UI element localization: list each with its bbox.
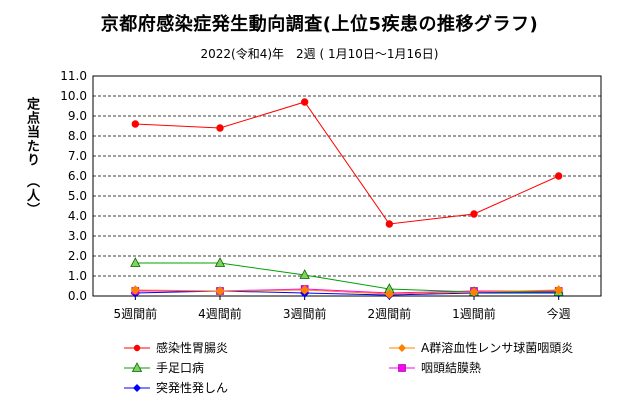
y-tick-label: 9.0 <box>68 109 87 123</box>
data-point <box>469 287 479 297</box>
data-point <box>130 257 141 267</box>
chart-subtitle: 2022(令和4)年 2週 ( 1月10日～1月16日) <box>200 47 439 61</box>
data-point <box>384 289 395 299</box>
series-line <box>135 262 559 293</box>
legend-label: 手足口病 <box>156 361 205 375</box>
legend-label: 咽頭結膜熱 <box>421 361 482 375</box>
data-point <box>385 220 394 228</box>
series-line <box>135 101 559 225</box>
x-tick-label: 5週間前 <box>114 306 158 321</box>
x-tick-label: 2週間前 <box>368 306 412 321</box>
data-point <box>300 98 309 106</box>
data-point <box>215 286 225 296</box>
y-tick-label: 2.0 <box>68 249 87 263</box>
data-point <box>299 285 310 295</box>
legend-label: A群溶血性レンサ球菌咽頭炎 <box>421 341 574 355</box>
series-line <box>135 289 559 295</box>
y-tick-label: 10.0 <box>60 89 87 103</box>
y-tick-label: 5.0 <box>68 189 87 203</box>
legend-swatch <box>389 344 415 352</box>
x-tick-label: 今週 <box>547 306 571 321</box>
y-axis-label: 定点当たり （人） <box>24 97 39 217</box>
legend-label: 突発性発しん <box>156 381 229 395</box>
x-tick-label: 1週間前 <box>452 306 496 321</box>
data-point <box>554 172 563 180</box>
data-point <box>216 124 224 132</box>
y-tick-label: 11.0 <box>60 69 87 83</box>
chart-title: 京都府感染症発生動向調査(上位5疾患の推移グラフ) <box>100 14 539 35</box>
y-tick-label: 0.0 <box>68 289 87 303</box>
y-tick-label: 3.0 <box>68 229 87 243</box>
data-point <box>299 269 310 279</box>
y-tick-label: 6.0 <box>68 169 87 183</box>
legend-swatch <box>124 384 150 392</box>
x-tick-label: 3週間前 <box>283 306 327 321</box>
data-point <box>470 210 478 218</box>
y-tick-label: 4.0 <box>68 209 87 223</box>
y-tick-label: 7.0 <box>68 149 87 163</box>
plot-frame <box>92 75 602 297</box>
data-point <box>130 285 141 295</box>
y-tick-label: 8.0 <box>68 129 87 143</box>
data-point <box>214 257 226 267</box>
legend-swatch <box>124 362 150 372</box>
y-tick-label: 1.0 <box>68 269 87 283</box>
legend-swatch <box>124 344 150 352</box>
x-tick-label: 4週間前 <box>198 306 242 321</box>
legend-swatch <box>389 364 415 372</box>
data-point <box>553 285 564 295</box>
legend-label: 感染性胃腸炎 <box>156 341 229 355</box>
data-point <box>131 120 140 128</box>
